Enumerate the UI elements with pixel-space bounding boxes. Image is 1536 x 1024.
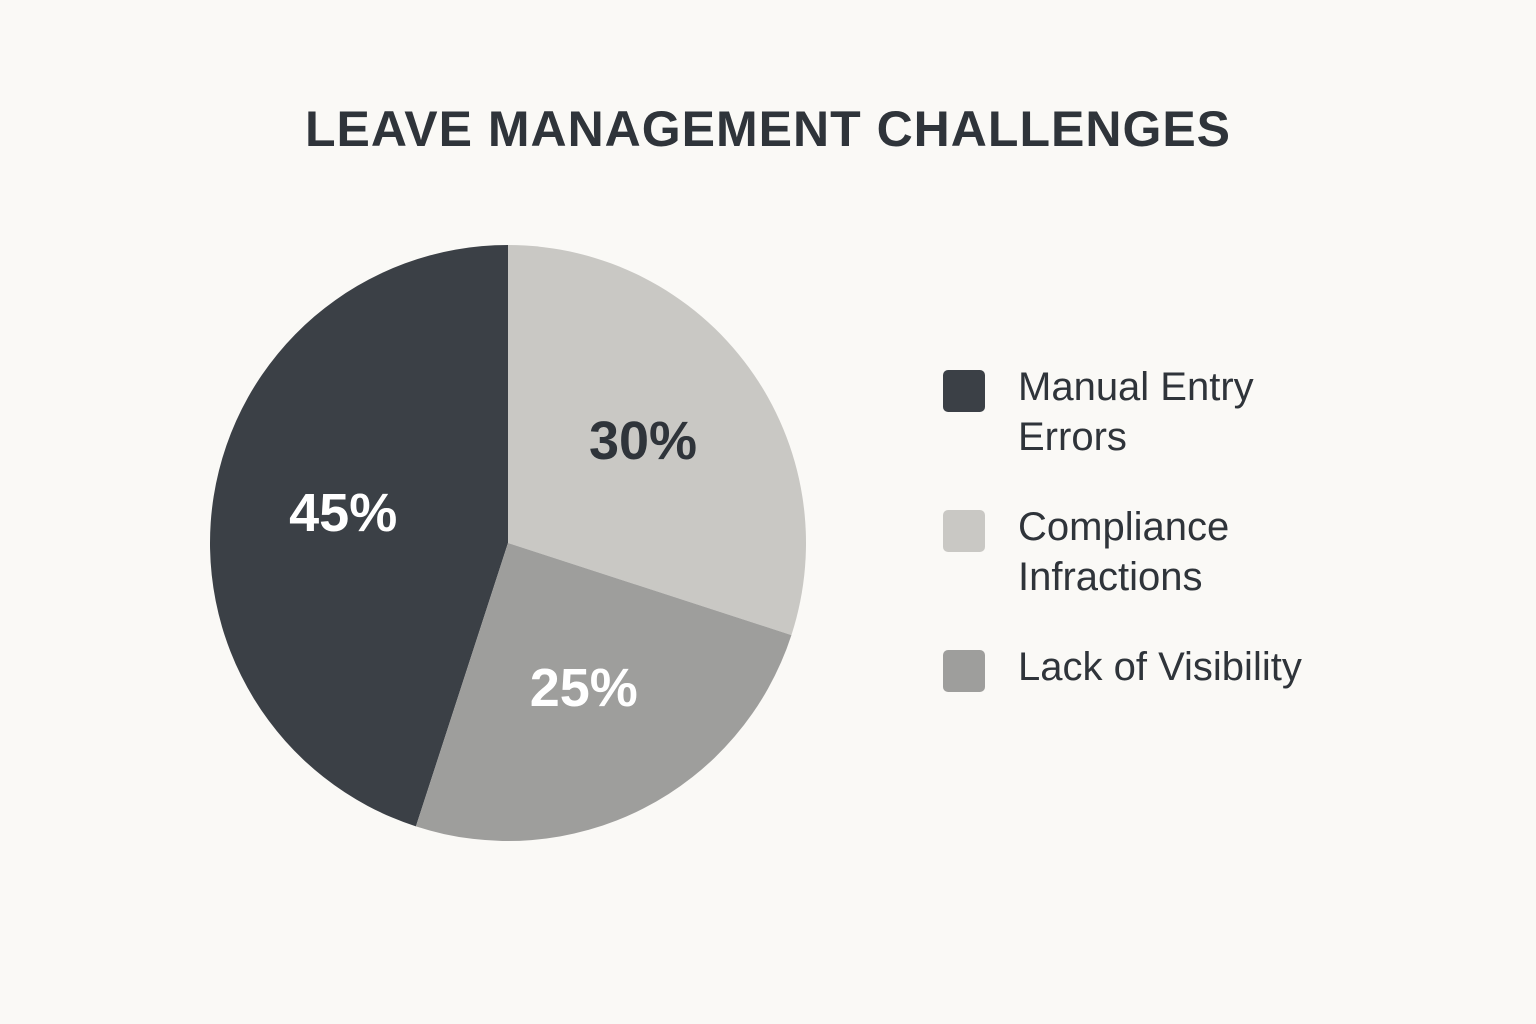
legend-swatch bbox=[943, 650, 985, 692]
legend-label: Manual Entry Errors bbox=[1018, 365, 1254, 459]
legend: Manual Entry Errors Compliance Infraction… bbox=[943, 362, 1303, 732]
pie-slice bbox=[415, 543, 792, 841]
pie-slice bbox=[209, 245, 508, 827]
legend-item: Compliance Infractions bbox=[943, 502, 1303, 602]
legend-label: Lack of Visibility bbox=[1018, 645, 1302, 689]
legend-label: Compliance Infractions bbox=[1018, 505, 1230, 599]
legend-item: Manual Entry Errors bbox=[943, 362, 1303, 462]
legend-item: Lack of Visibility bbox=[943, 642, 1303, 692]
legend-swatch bbox=[943, 370, 985, 412]
data-label: 45% bbox=[289, 483, 397, 543]
data-label: 25% bbox=[530, 658, 638, 718]
chart-title: LEAVE MANAGEMENT CHALLENGES bbox=[304, 101, 1232, 157]
data-label: 30% bbox=[589, 411, 697, 471]
pie-slice bbox=[508, 245, 806, 636]
legend-swatch bbox=[943, 510, 985, 552]
